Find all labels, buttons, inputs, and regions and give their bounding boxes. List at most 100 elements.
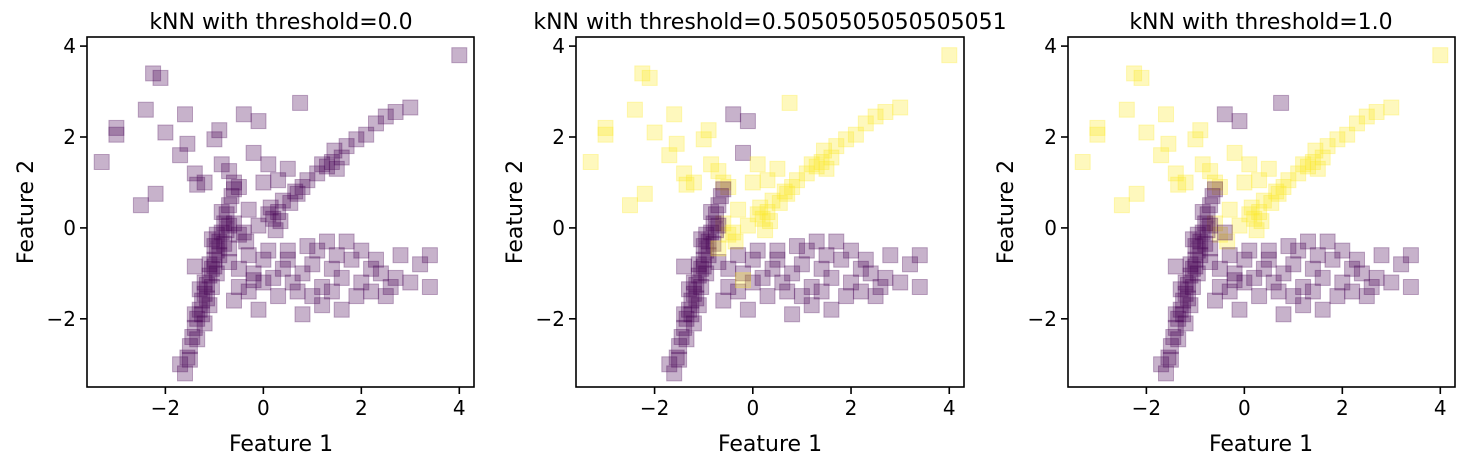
data-point (177, 365, 193, 382)
data-point (230, 179, 247, 195)
data-point (226, 181, 242, 198)
data-point (226, 292, 242, 309)
data-point (759, 288, 776, 305)
data-point (213, 156, 230, 173)
subplot-title: kNN with threshold=0.0 (149, 10, 412, 35)
data-point (189, 176, 206, 193)
data-point (1194, 156, 1211, 173)
data-point (1221, 247, 1238, 264)
data-point (1368, 269, 1385, 286)
data-point (1263, 194, 1280, 211)
data-point (382, 279, 399, 295)
data-point (152, 69, 169, 86)
data-point (157, 124, 174, 141)
data-point (634, 65, 651, 82)
data-point (1248, 222, 1265, 239)
data-point (710, 217, 727, 234)
data-point (326, 142, 343, 159)
data-point (715, 292, 732, 309)
data-point (739, 217, 756, 234)
data-point (221, 163, 238, 180)
data-point (1246, 269, 1263, 286)
data-point (735, 272, 751, 289)
data-point (211, 233, 228, 250)
data-point (265, 210, 282, 227)
data-point (1334, 242, 1351, 259)
data-point (661, 147, 678, 164)
data-point (201, 267, 218, 284)
data-point (1202, 254, 1219, 270)
data-point (757, 222, 774, 239)
data-point (582, 154, 599, 170)
data-point (199, 290, 215, 307)
data-point (823, 149, 840, 166)
data-point (710, 163, 727, 180)
data-point (377, 108, 394, 125)
data-point (720, 279, 737, 295)
data-point (333, 301, 350, 318)
y-tick-label: −2 (1028, 307, 1057, 331)
data-point (1304, 283, 1321, 300)
data-point (776, 183, 793, 200)
data-point (867, 108, 884, 125)
data-point (1358, 108, 1375, 125)
data-point (1167, 258, 1184, 275)
y-tick-label: −2 (47, 307, 76, 331)
data-point (363, 260, 380, 277)
data-point (695, 238, 712, 255)
data-point (294, 179, 311, 195)
data-point (1219, 233, 1236, 250)
y-tick-label: 4 (63, 34, 76, 58)
data-point (803, 297, 820, 314)
data-point (857, 251, 874, 268)
data-point (221, 217, 238, 234)
x-tick-label: 4 (1434, 396, 1447, 420)
data-point (1089, 119, 1106, 136)
data-point (803, 279, 820, 295)
data-point (1402, 279, 1419, 295)
data-point (641, 69, 658, 86)
data-point (1280, 238, 1297, 255)
data-point (1177, 274, 1194, 291)
data-point (705, 235, 722, 252)
data-point (1255, 260, 1272, 277)
scatter-points (1074, 47, 1449, 382)
data-point (911, 247, 928, 264)
data-point (764, 260, 781, 277)
data-point (1285, 288, 1302, 305)
data-point (1189, 265, 1206, 282)
data-point (1275, 179, 1292, 195)
data-point (299, 238, 316, 255)
data-point (698, 265, 715, 282)
data-point (1373, 247, 1390, 264)
data-point (319, 233, 335, 250)
data-point (744, 174, 761, 191)
data-point (421, 279, 438, 295)
data-point (235, 224, 252, 241)
data-point (671, 351, 688, 368)
data-point (668, 349, 685, 366)
axis-ticks: −2 0 2 4 −2 0 2 4 (47, 34, 466, 420)
data-point (816, 142, 832, 159)
data-point (338, 233, 355, 250)
data-point (1211, 179, 1228, 195)
data-point (1334, 274, 1351, 291)
data-point (793, 288, 810, 305)
data-point (688, 276, 705, 293)
x-tick-label: −2 (151, 396, 180, 420)
data-point (1202, 163, 1219, 180)
subplot-threshold-0: kNN with threshold=0.0 Feature 1 Feature… (14, 10, 475, 457)
data-point (1199, 206, 1216, 223)
data-point (196, 274, 213, 291)
data-point (186, 258, 203, 275)
data-point (270, 288, 287, 305)
data-point (333, 269, 350, 286)
y-tick-label: 0 (1044, 216, 1057, 240)
data-point (189, 310, 206, 327)
data-point (1167, 306, 1184, 323)
data-point (206, 238, 223, 255)
data-point (1197, 235, 1214, 252)
data-point (208, 265, 225, 282)
data-point (941, 47, 958, 64)
y-axis-label: Feature 2 (14, 160, 39, 264)
